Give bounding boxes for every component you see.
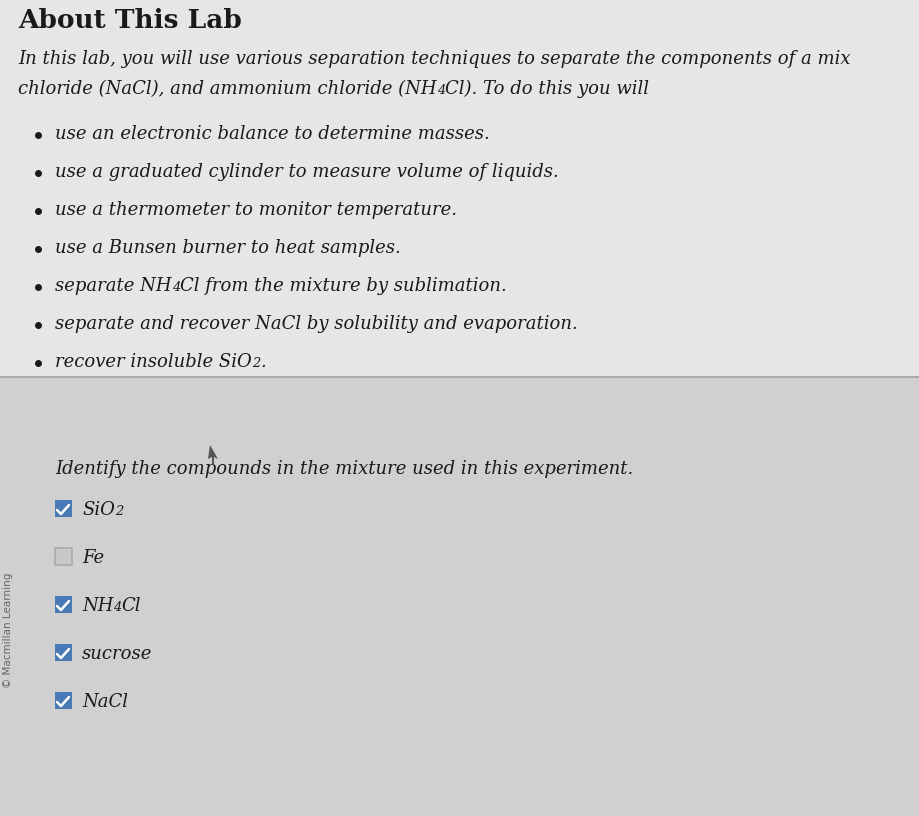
Text: use a thermometer to monitor temperature.: use a thermometer to monitor temperature… [55,201,457,219]
Bar [0,377,919,816]
Text: About This Lab: About This Lab [18,8,242,33]
Bar [55,500,72,517]
Text: Identify the compounds in the mixture used in this experiment.: Identify the compounds in the mixture us… [55,460,633,478]
Text: In this lab, you will use various separation techniques to separate the componen: In this lab, you will use various separa… [18,50,850,68]
Bar [55,596,72,613]
Text: recover insoluble SiO: recover insoluble SiO [55,353,252,371]
Text: use a graduated cylinder to measure volume of liquids.: use a graduated cylinder to measure volu… [55,163,559,181]
Text: Fe: Fe [82,549,104,567]
Bar [55,692,72,709]
Text: use an electronic balance to determine masses.: use an electronic balance to determine m… [55,125,490,143]
Text: SiO: SiO [82,501,115,519]
Text: 4: 4 [172,281,180,294]
Text: sucrose: sucrose [82,645,153,663]
Text: .: . [260,353,266,371]
Text: 4: 4 [114,601,121,614]
Bar [55,644,72,661]
Text: Cl). To do this you will: Cl). To do this you will [445,80,649,98]
Text: separate and recover NaCl by solubility and evaporation.: separate and recover NaCl by solubility … [55,315,578,333]
Text: use a Bunsen burner to heat samples.: use a Bunsen burner to heat samples. [55,239,401,257]
Text: NaCl: NaCl [82,693,128,711]
Text: 2: 2 [252,357,260,370]
Bar [0,0,919,377]
Text: 4: 4 [437,84,445,97]
Text: chloride (NaCl), and ammonium chloride (NH: chloride (NaCl), and ammonium chloride (… [18,80,437,98]
Polygon shape [208,445,218,465]
Text: Cl: Cl [121,597,142,615]
Text: © Macmillan Learning: © Macmillan Learning [3,572,13,688]
Text: Cl from the mixture by sublimation.: Cl from the mixture by sublimation. [180,277,506,295]
Text: NH: NH [82,597,114,615]
Text: 2: 2 [115,505,123,518]
Bar [55,548,72,565]
Text: separate NH: separate NH [55,277,172,295]
